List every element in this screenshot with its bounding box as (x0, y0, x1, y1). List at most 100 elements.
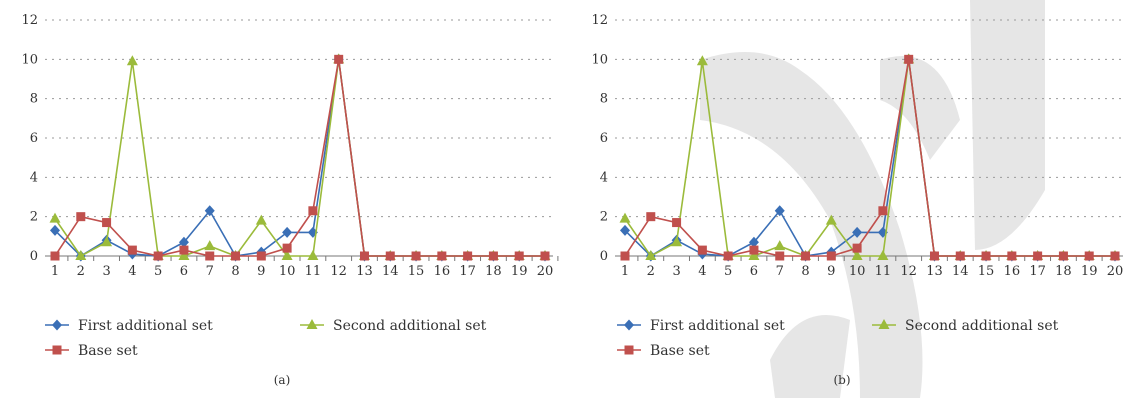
y-tick-label: 0 (600, 249, 608, 264)
data-point (204, 240, 215, 250)
x-tick-label: 10 (849, 264, 866, 279)
data-point (205, 252, 214, 261)
y-tick-label: 8 (600, 92, 608, 107)
data-point (412, 252, 421, 261)
legend-label: First additional set (650, 318, 785, 334)
data-point (1033, 252, 1042, 261)
x-tick-label: 2 (77, 264, 85, 279)
data-point (102, 218, 111, 227)
y-tick-label: 0 (30, 249, 38, 264)
x-tick-label: 3 (102, 264, 110, 279)
x-tick-label: 11 (875, 264, 892, 279)
data-point (50, 213, 61, 223)
data-point (256, 215, 267, 225)
data-point (283, 244, 292, 253)
data-point (515, 252, 524, 261)
x-tick-label: 14 (952, 264, 969, 279)
data-point (541, 252, 550, 261)
x-tick-label: 15 (408, 264, 425, 279)
data-point (360, 252, 369, 261)
legend-label: Base set (78, 343, 138, 359)
data-point (386, 252, 395, 261)
data-point (904, 55, 913, 64)
data-point (128, 246, 137, 255)
data-point (982, 252, 991, 261)
x-tick-label: 11 (305, 264, 322, 279)
x-tick-label: 8 (801, 264, 809, 279)
x-tick-label: 19 (1081, 264, 1098, 279)
data-point (127, 55, 138, 65)
data-point (51, 252, 60, 261)
x-tick-label: 10 (279, 264, 296, 279)
x-tick-label: 15 (978, 264, 995, 279)
data-point (1059, 252, 1068, 261)
y-tick-label: 10 (591, 52, 608, 67)
x-tick-label: 17 (1029, 264, 1046, 279)
x-tick-label: 6 (180, 264, 188, 279)
data-point (749, 246, 758, 255)
x-tick-label: 16 (434, 264, 451, 279)
data-point (282, 227, 292, 238)
chart-panel-a: 0246810121 2 3 4 5 6 7 8 9 10 11 12 13 14 15 16 17 18 19 20… (21, 13, 557, 387)
data-point (231, 252, 240, 261)
x-tick-label: 20 (1107, 264, 1124, 279)
data-point (878, 206, 887, 215)
x-tick-label: 7 (206, 264, 214, 279)
y-tick-label: 10 (21, 52, 38, 67)
legend-marker (52, 320, 62, 331)
panel-caption: (b) (833, 373, 850, 387)
data-point (956, 252, 965, 261)
data-point (698, 246, 707, 255)
y-tick-label: 2 (30, 210, 38, 225)
x-tick-label: 13 (356, 264, 373, 279)
data-point (76, 212, 85, 221)
legend-marker (53, 346, 62, 355)
data-point (154, 252, 163, 261)
data-point (489, 252, 498, 261)
x-tick-label: 4 (698, 264, 706, 279)
data-point (801, 252, 810, 261)
x-tick-label: 1 (51, 264, 59, 279)
y-tick-label: 4 (30, 170, 38, 185)
data-point (1111, 252, 1120, 261)
x-tick-label: 3 (672, 264, 680, 279)
x-tick-label: 4 (128, 264, 136, 279)
legend-label: Base set (650, 343, 710, 359)
x-tick-label: 12 (900, 264, 917, 279)
data-point (1007, 252, 1016, 261)
x-tick-label: 12 (330, 264, 347, 279)
x-tick-label: 17 (459, 264, 476, 279)
x-tick-label: 8 (231, 264, 239, 279)
x-tick-label: 9 (257, 264, 265, 279)
data-point (257, 252, 266, 261)
x-tick-label: 7 (776, 264, 784, 279)
x-tick-label: 6 (750, 264, 758, 279)
legend-label: First additional set (78, 318, 213, 334)
data-point (437, 252, 446, 261)
x-tick-label: 5 (724, 264, 732, 279)
data-point (308, 206, 317, 215)
data-point (334, 55, 343, 64)
y-tick-label: 2 (600, 210, 608, 225)
series-line (55, 59, 545, 256)
data-point (853, 244, 862, 253)
x-tick-label: 16 (1004, 264, 1021, 279)
x-tick-label: 13 (926, 264, 943, 279)
x-tick-label: 2 (647, 264, 655, 279)
x-tick-label: 5 (154, 264, 162, 279)
legend-marker (307, 319, 318, 329)
legend-marker (624, 320, 634, 331)
data-point (620, 213, 631, 223)
x-tick-label: 18 (1055, 264, 1072, 279)
y-tick-label: 6 (600, 131, 608, 146)
y-tick-label: 6 (30, 131, 38, 146)
data-point (646, 212, 655, 221)
data-point (672, 218, 681, 227)
data-point (774, 240, 785, 250)
x-tick-label: 18 (485, 264, 502, 279)
data-point (307, 250, 318, 260)
x-tick-label: 1 (621, 264, 629, 279)
data-point (930, 252, 939, 261)
legend-marker (625, 346, 634, 355)
data-point (179, 246, 188, 255)
